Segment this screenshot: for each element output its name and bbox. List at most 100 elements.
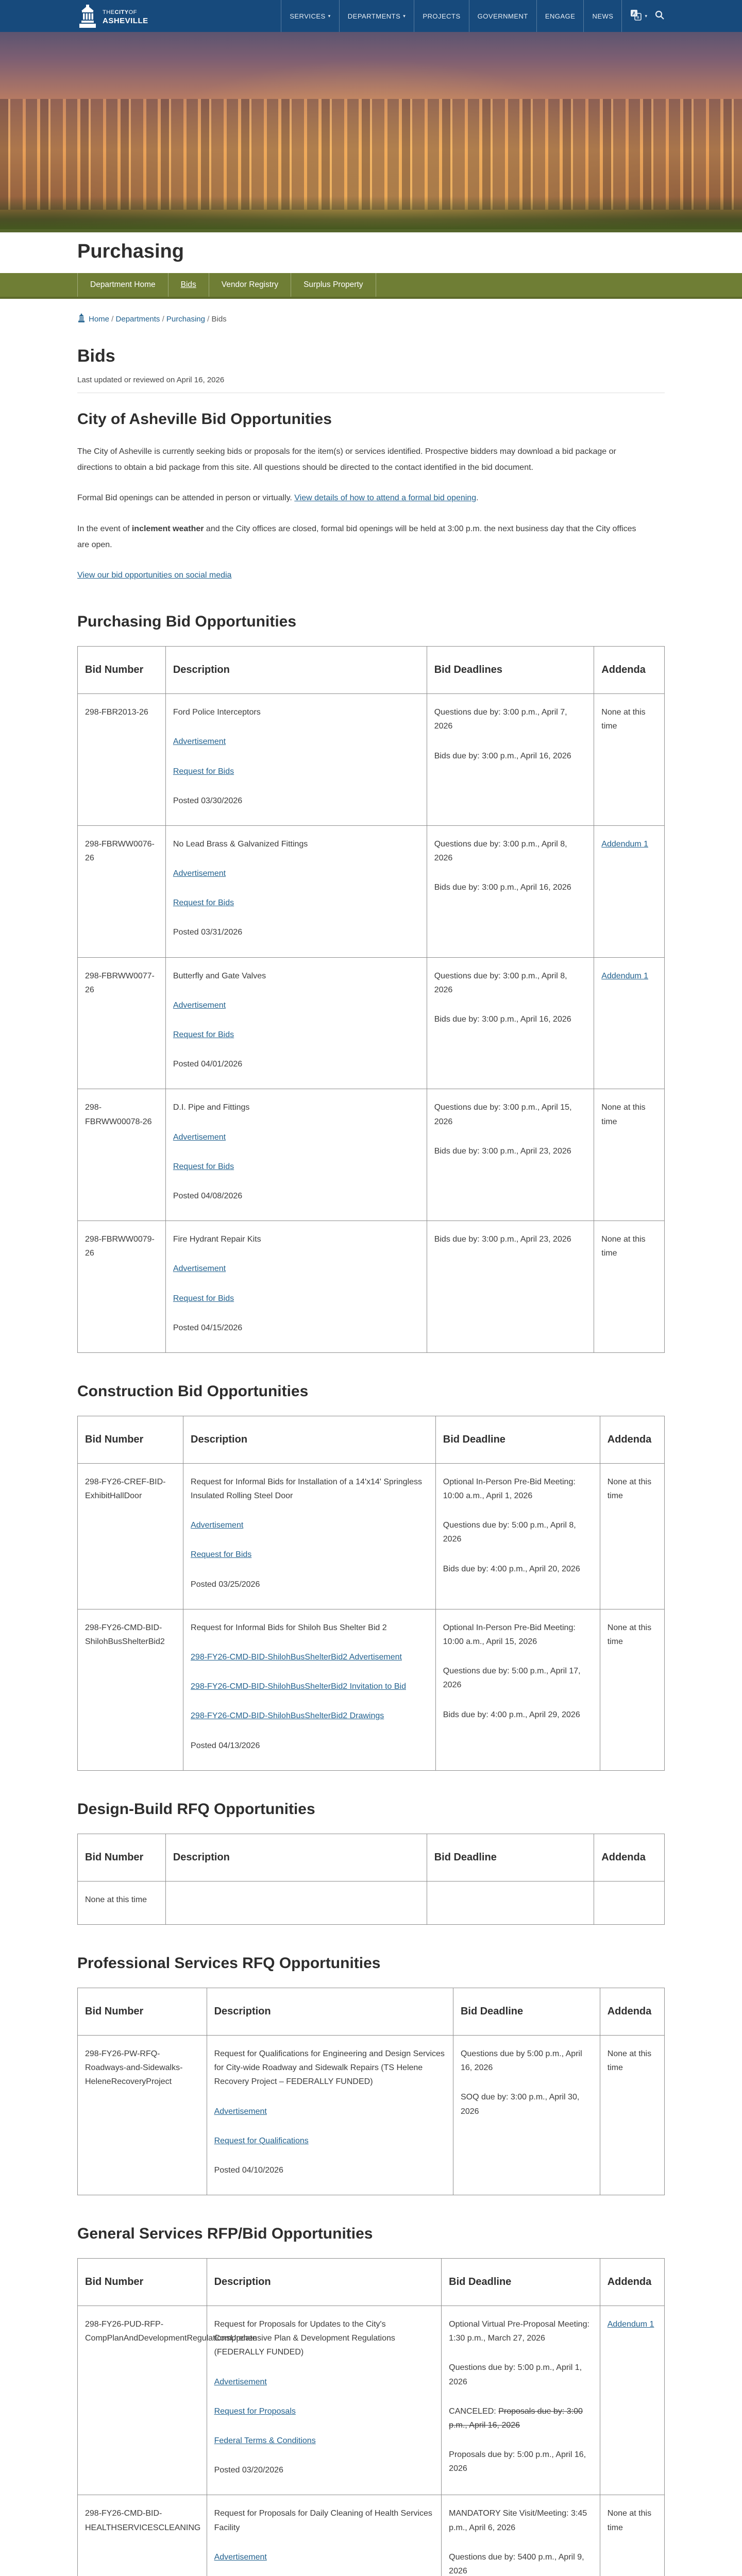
translate-caret-icon[interactable]: ▾ bbox=[645, 13, 647, 19]
deadline-cell: Optional In-Person Pre-Bid Meeting: 10:0… bbox=[435, 1608, 600, 1771]
description-link[interactable]: 298-FY26-CMD-BID-ShilohBusShelterBid2 Ad… bbox=[191, 1653, 402, 1662]
nav-item-engage[interactable]: ENGAGE bbox=[536, 0, 584, 32]
addenda-cell: None at this time bbox=[599, 2035, 665, 2196]
addenda-link[interactable]: Addendum 1 bbox=[601, 839, 649, 849]
description-text: Posted 03/25/2026 bbox=[191, 1580, 260, 1589]
deadline-text: Optional In-Person Pre-Bid Meeting: 10:0… bbox=[443, 1477, 576, 1501]
description-link[interactable]: Advertisement bbox=[214, 2377, 267, 2386]
dept-nav-vendor-registry[interactable]: Vendor Registry bbox=[208, 273, 291, 297]
dept-nav-bids[interactable]: Bids bbox=[167, 273, 209, 297]
description-text: Butterfly and Gate Valves bbox=[173, 971, 266, 980]
description-text: No Lead Brass & Galvanized Fittings bbox=[173, 839, 308, 849]
deadline-text: Questions due by: 5:00 p.m., April 8, 20… bbox=[443, 1521, 576, 1544]
table-row: None at this time bbox=[77, 1880, 665, 1925]
description-link[interactable]: 298-FY26-CMD-BID-ShilohBusShelterBid2 Dr… bbox=[191, 1711, 384, 1721]
description-text: Request for Informal Bids for Installati… bbox=[191, 1477, 423, 1501]
deadline-cell: Optional Virtual Pre-Proposal Meeting: 1… bbox=[441, 2306, 600, 2496]
description-link[interactable]: Request for Bids bbox=[173, 767, 234, 776]
description-text: Posted 04/10/2026 bbox=[214, 2165, 283, 2175]
bid-table-purchasing: Bid Number Description Bid Deadlines Addend… bbox=[77, 646, 665, 1353]
column-header-bid-deadline: Bid Deadline bbox=[441, 2258, 600, 2307]
translate-icon[interactable]: A a bbox=[630, 9, 642, 23]
description-link[interactable]: Request for Proposals bbox=[214, 2406, 296, 2416]
deadline-text: Bids due by: 4:00 p.m., April 29, 2026 bbox=[443, 1710, 580, 1719]
description-text: Request for Proposals for Updates to the… bbox=[214, 2320, 395, 2357]
addenda-text: None at this time bbox=[601, 1235, 646, 1258]
intro-paragraph-3: In the event of inclement weather and th… bbox=[77, 524, 636, 549]
description-link[interactable]: Request for Bids bbox=[173, 899, 234, 908]
addenda-link[interactable]: Addendum 1 bbox=[601, 971, 649, 980]
chevron-down-icon: ▾ bbox=[328, 13, 331, 19]
search-icon[interactable] bbox=[654, 10, 665, 23]
intro-paragraph-4: View our bid opportunities on social med… bbox=[77, 567, 644, 583]
deadline-text: Optional Virtual Pre-Proposal Meeting: 1… bbox=[449, 2320, 589, 2343]
description-cell: D.I. Pipe and Fittings Advertisement Reque… bbox=[165, 1089, 427, 1222]
bid-number-text: 298-FBRWW0077-26 bbox=[85, 971, 155, 994]
description-link[interactable]: Request for Qualifications bbox=[214, 2136, 309, 2145]
deadline-text: Questions due by: 3:00 p.m., April 8, 20… bbox=[434, 839, 567, 863]
nav-item-news[interactable]: NEWS bbox=[583, 0, 622, 32]
bid-number-text: 298-FBRWW00078-26 bbox=[85, 1103, 152, 1126]
addenda-cell bbox=[594, 1880, 665, 1925]
description-link[interactable]: Advertisement bbox=[191, 1521, 244, 1530]
main-nav: SERVICES ▾ DEPARTMENTS ▾ PROJECTS GOVERNMENT E… bbox=[281, 0, 622, 32]
bid-table-design_build: Bid Number Description Bid Deadline Addenda… bbox=[77, 1833, 665, 1925]
nav-item-government[interactable]: GOVERNMENT bbox=[468, 0, 536, 32]
bid-number-cell: 298-FY26-PW-RFQ-Roadways-and-Sidewalks-H… bbox=[77, 2035, 207, 2196]
nav-item-services[interactable]: SERVICES ▾ bbox=[281, 0, 339, 32]
addenda-link[interactable]: Addendum 1 bbox=[607, 2320, 654, 2329]
deadline-text: Questions due by: 3:00 p.m., April 7, 20… bbox=[434, 708, 567, 731]
description-link[interactable]: Request for Bids bbox=[173, 1162, 234, 1171]
deadline-text: Bids due by: 3:00 p.m., April 16, 2026 bbox=[434, 883, 571, 892]
breadcrumb-departments[interactable]: Departments bbox=[115, 314, 160, 324]
column-header-bid-deadline: Bid Deadline bbox=[435, 1415, 600, 1464]
bid-table-construction: Bid Number Description Bid Deadline Addenda… bbox=[77, 1415, 665, 1771]
description-link[interactable]: Advertisement bbox=[214, 2107, 267, 2116]
description-link[interactable]: Federal Terms & Conditions bbox=[214, 2436, 316, 2445]
description-link[interactable]: Advertisement bbox=[214, 2552, 267, 2562]
deadline-cell: Questions due by: 3:00 p.m., April 7, 20… bbox=[426, 693, 595, 826]
breadcrumb-separator: / bbox=[109, 314, 116, 324]
deadline-cell: Questions due by: 3:00 p.m., April 8, 20… bbox=[426, 957, 595, 1090]
bid-number-text: 298-FY26-PW-RFQ-Roadways-and-Sidewalks-H… bbox=[85, 2049, 183, 2087]
section-heading-construction: Construction Bid Opportunities bbox=[77, 1382, 309, 1400]
description-cell: Butterfly and Gate Valves Advertisement Re… bbox=[165, 957, 427, 1090]
addenda-cell: None at this time bbox=[594, 1221, 665, 1353]
addenda-text: None at this time bbox=[607, 2509, 652, 2532]
description-link[interactable]: Advertisement bbox=[173, 869, 226, 878]
breadcrumb-separator: / bbox=[160, 314, 166, 324]
svg-text:a: a bbox=[637, 14, 639, 20]
column-header-addenda: Addenda bbox=[599, 1415, 665, 1464]
description-link[interactable]: Advertisement bbox=[173, 1001, 226, 1010]
section-heading-design_build: Design-Build RFQ Opportunities bbox=[77, 1800, 315, 1818]
social-media-link[interactable]: View our bid opportunities on social med… bbox=[77, 570, 232, 580]
column-header-bid-number: Bid Number bbox=[77, 1833, 166, 1882]
bid-number-text: 298-FBR2013-26 bbox=[85, 708, 148, 717]
description-link[interactable]: Request for Bids bbox=[173, 1294, 234, 1303]
nav-item-projects[interactable]: PROJECTS bbox=[414, 0, 468, 32]
formal-bid-opening-link[interactable]: View details of how to attend a formal b… bbox=[294, 494, 477, 503]
description-link[interactable]: Advertisement bbox=[173, 1132, 226, 1142]
deadline-text: Bids due by: 3:00 p.m., April 16, 2026 bbox=[434, 751, 571, 760]
dept-nav-surplus-property[interactable]: Surplus Property bbox=[291, 273, 376, 297]
city-logo[interactable]: THECITYOF ASHEVILLE bbox=[77, 0, 148, 32]
deadline-text: Questions due by: 5:00 p.m., April 17, 2… bbox=[443, 1667, 581, 1690]
page-title: Bids bbox=[77, 346, 115, 366]
addenda-text: None at this time bbox=[607, 1477, 652, 1501]
breadcrumb-home[interactable]: Home bbox=[89, 314, 110, 324]
description-link[interactable]: Advertisement bbox=[173, 737, 226, 747]
deadline-text: Optional In-Person Pre-Bid Meeting: 10:0… bbox=[443, 1623, 576, 1646]
description-link[interactable]: 298-FY26-CMD-BID-ShilohBusShelterBid2 In… bbox=[191, 1682, 406, 1691]
bid-number-cell: 298-FBRWW0079-26 bbox=[77, 1221, 166, 1353]
column-header-addenda: Addenda bbox=[599, 1987, 665, 2036]
breadcrumb-purchasing[interactable]: Purchasing bbox=[166, 314, 205, 324]
department-nav: Department Home Bids Vendor Registry Surplu… bbox=[0, 273, 742, 299]
description-link[interactable]: Request for Bids bbox=[191, 1550, 252, 1560]
deadline-cell: Optional In-Person Pre-Bid Meeting: 10:0… bbox=[435, 1463, 600, 1609]
dept-nav-department-home[interactable]: Department Home bbox=[77, 273, 168, 297]
breadcrumb-bids: Bids bbox=[211, 314, 227, 324]
description-link[interactable]: Request for Bids bbox=[173, 1030, 234, 1039]
nav-item-departments[interactable]: DEPARTMENTS ▾ bbox=[339, 0, 414, 32]
table-row: 298-FBRWW0077-26 Butterfly and Gate Valve… bbox=[77, 957, 665, 1090]
description-link[interactable]: Advertisement bbox=[173, 1264, 226, 1274]
